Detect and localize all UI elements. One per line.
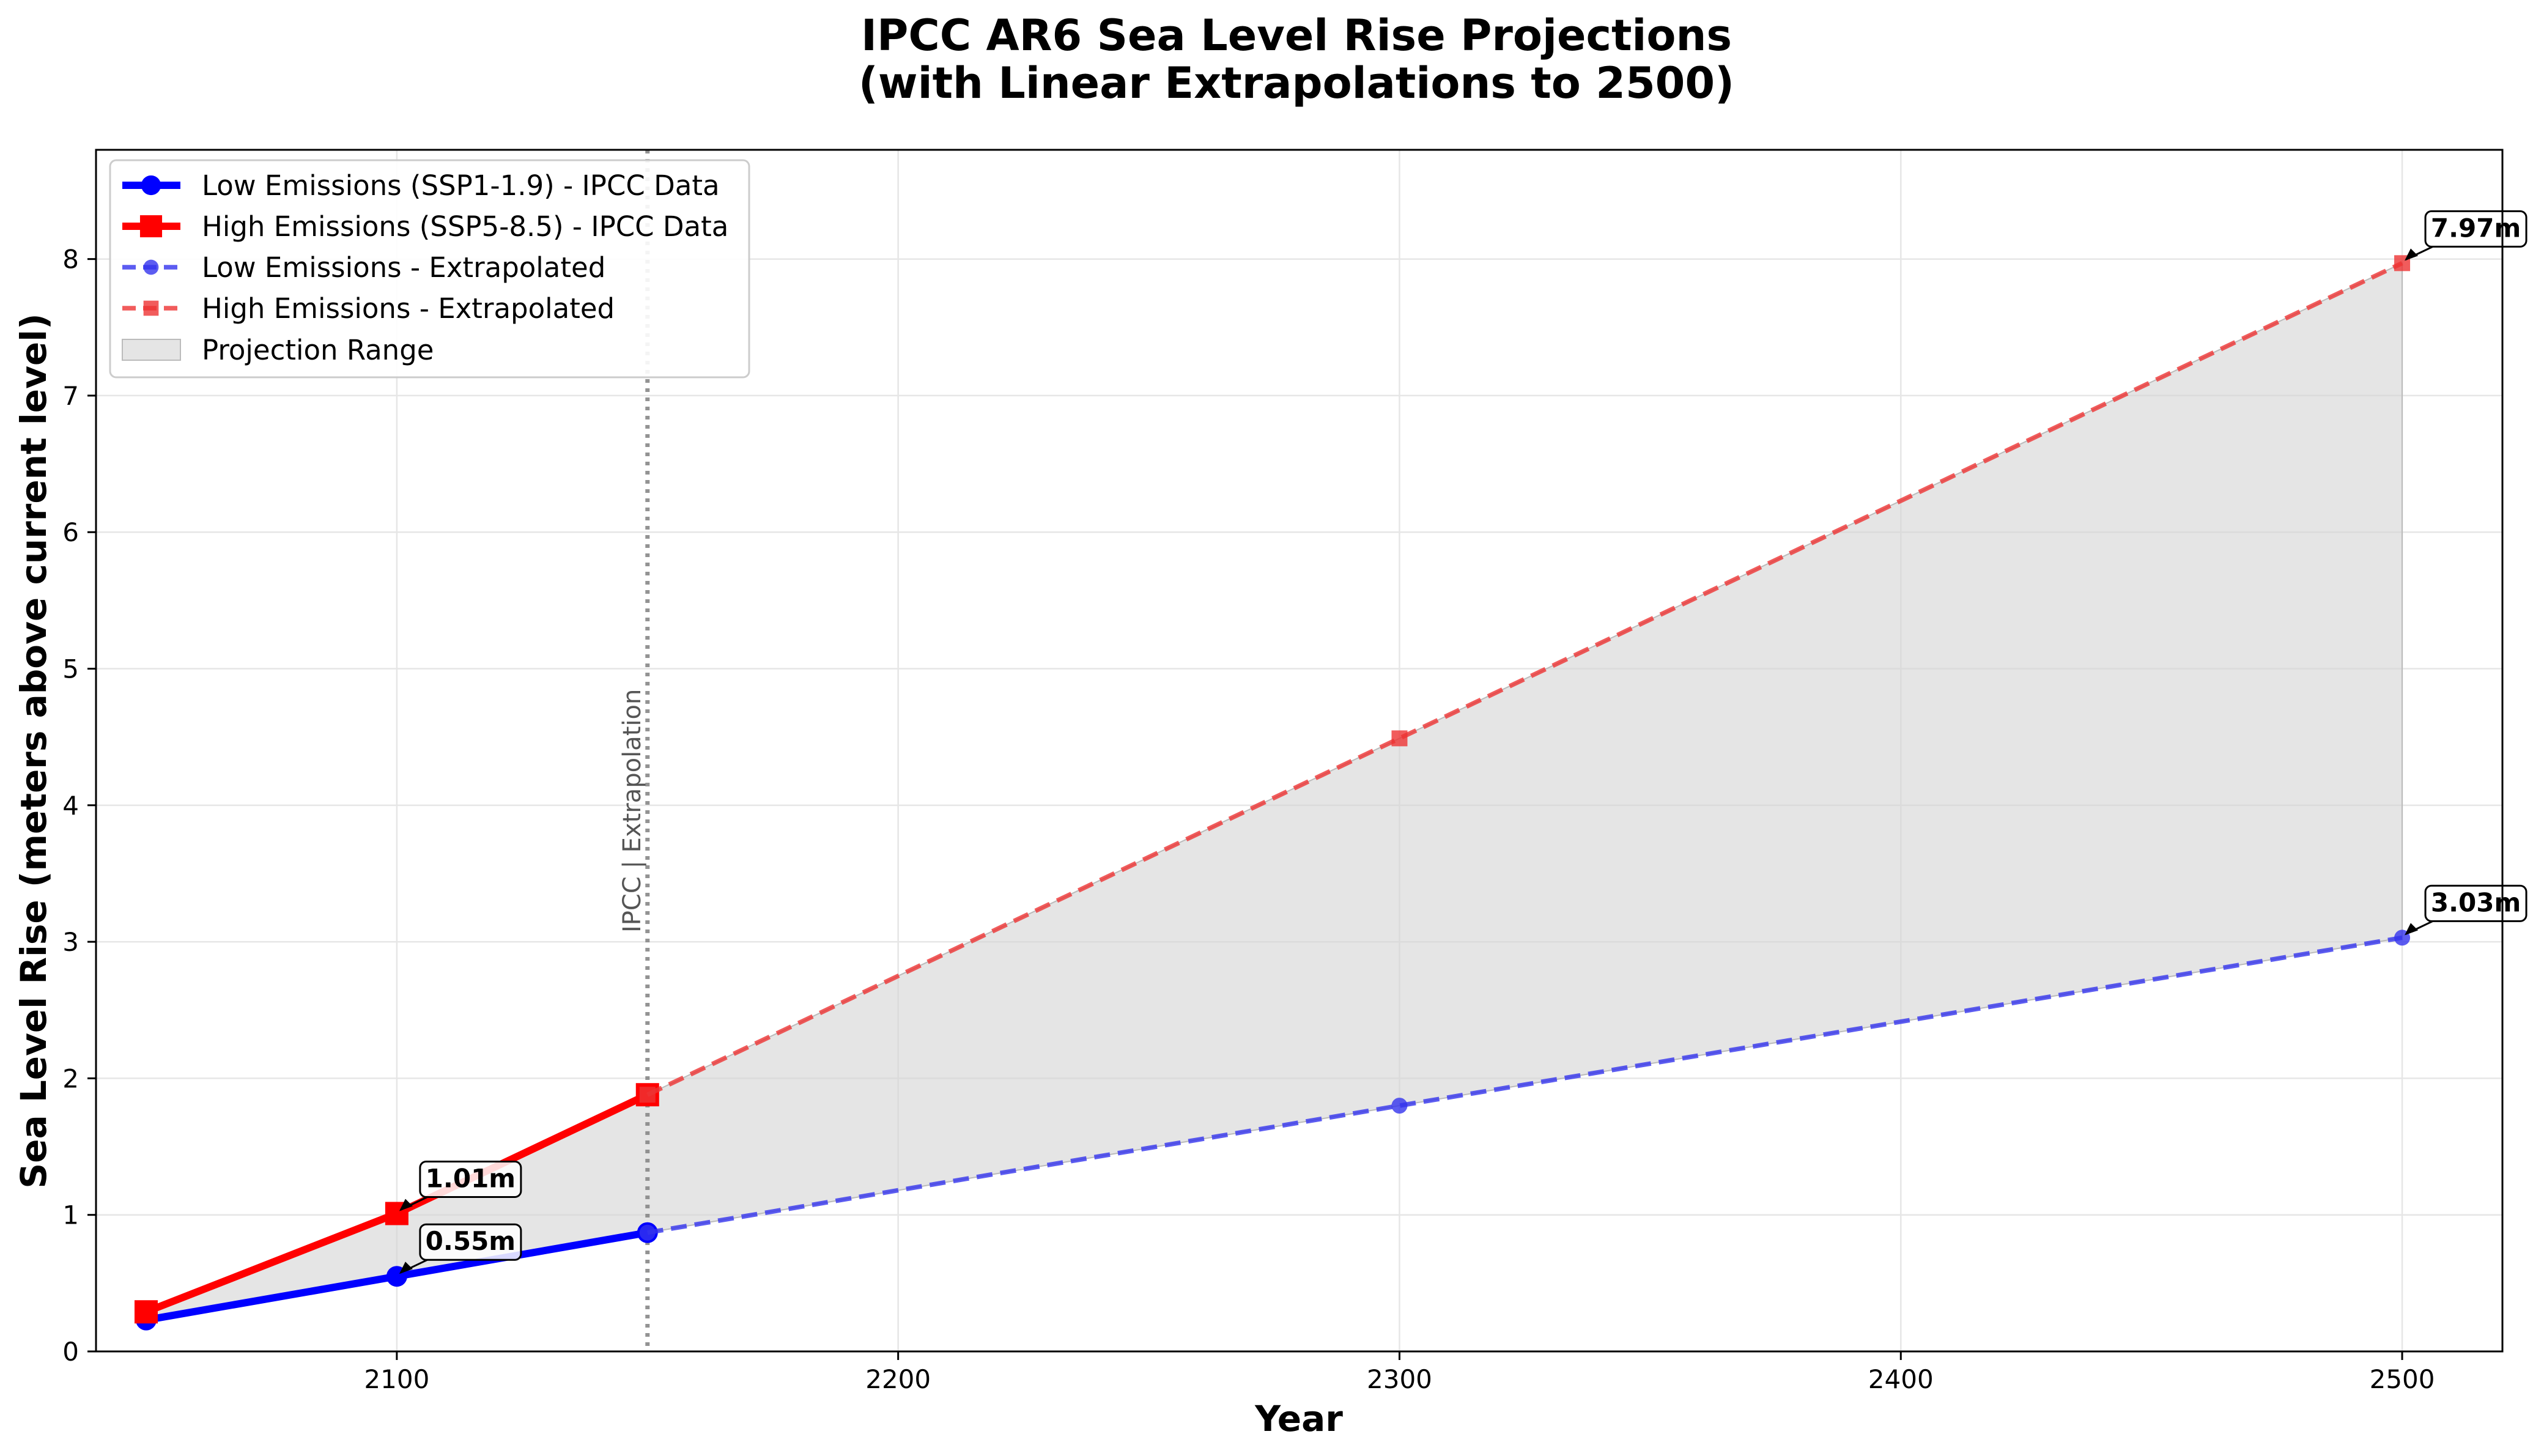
annotation-arrowhead — [399, 1262, 413, 1274]
x-tick-label: 2500 — [2370, 1364, 2435, 1394]
chart-title-line-2: (with Linear Extrapolations to 2500) — [859, 58, 1734, 108]
x-axis-label: Year — [1254, 1398, 1343, 1439]
y-tick-label: 4 — [62, 791, 79, 821]
legend-swatch-marker — [143, 300, 159, 316]
data-point — [639, 1224, 656, 1241]
series-3 — [639, 929, 2411, 1241]
annotation-arrowhead — [2405, 248, 2419, 261]
series-4 — [639, 255, 2411, 1103]
value-annotation: 1.01m — [399, 1160, 522, 1211]
legend-label: Low Emissions (SSP1-1.9) - IPCC Data — [202, 169, 720, 202]
legend-entry-4: High Emissions - Extrapolated — [122, 292, 615, 325]
ticks-layer: 2100 2200 2300 2400 2500 0 1 2 3 4 5 6 7 8 — [62, 245, 2435, 1394]
value-annotation: 3.03m — [2405, 884, 2527, 936]
x-tick-label: 2300 — [1367, 1364, 1432, 1394]
plot-frame — [95, 149, 2504, 1353]
annotation-box — [419, 1160, 522, 1198]
divider-label: IPCC | Extrapolation — [618, 689, 646, 933]
legend: Low Emissions (SSP1-1.9) - IPCC Data High… — [109, 159, 750, 379]
data-point — [1391, 1098, 1408, 1114]
chart-title-line-1: IPCC AR6 Sea Level Rise Projections — [861, 10, 1732, 61]
annotation-label: 1.01m — [426, 1163, 516, 1193]
annotation-box — [419, 1223, 522, 1261]
y-tick-label: 7 — [62, 381, 79, 411]
series-line — [646, 261, 2403, 1097]
legend-entry-range: Projection Range — [122, 334, 434, 366]
series-layer — [134, 255, 2411, 1331]
legend-frame — [109, 159, 750, 379]
y-axis-label: Sea Level Rise (meters above current lev… — [13, 313, 54, 1188]
legend-label: Low Emissions - Extrapolated — [202, 251, 605, 284]
legend-swatch-marker — [143, 259, 159, 275]
y-tick-label: 6 — [62, 517, 79, 547]
legend-swatch-area — [122, 339, 181, 361]
y-tick-label: 2 — [62, 1063, 79, 1093]
value-annotation: 7.97m — [2405, 210, 2527, 261]
y-tick-label: 3 — [62, 927, 79, 957]
y-tick-label: 0 — [62, 1337, 79, 1367]
legend-entry-2: High Emissions (SSP5-8.5) - IPCC Data — [122, 210, 728, 243]
series-line — [647, 935, 2403, 1235]
legend-label: Projection Range — [202, 334, 434, 366]
annotation-label: 3.03m — [2431, 887, 2521, 917]
legend-swatch-marker — [141, 175, 161, 196]
legend-entry-1: Low Emissions (SSP1-1.9) - IPCC Data — [122, 169, 720, 202]
annotation-box — [2424, 884, 2527, 922]
y-tick-label: 5 — [62, 654, 79, 684]
annotation-label: 0.55m — [426, 1226, 516, 1256]
data-point — [134, 1300, 158, 1324]
y-tick-label: 8 — [62, 245, 79, 275]
legend-label: High Emissions - Extrapolated — [202, 292, 615, 325]
data-point — [1391, 730, 1408, 747]
annotation-layer: 1.01m 0.55m 7.97m 3.03m — [399, 210, 2527, 1274]
legend-label: High Emissions (SSP5-8.5) - IPCC Data — [202, 210, 728, 243]
annotation-arrowhead — [399, 1199, 413, 1211]
data-point — [639, 1087, 656, 1103]
value-annotation: 0.55m — [399, 1223, 522, 1274]
divider-layer: IPCC | Extrapolation — [618, 150, 650, 1351]
annotation-box — [2424, 210, 2527, 248]
legend-swatch-marker — [139, 215, 163, 238]
x-tick-label: 2400 — [1868, 1364, 1934, 1394]
x-tick-label: 2200 — [865, 1364, 931, 1394]
annotation-arrowhead — [2405, 923, 2419, 936]
legend-entry-3: Low Emissions - Extrapolated — [122, 251, 605, 284]
y-tick-label: 1 — [62, 1200, 79, 1230]
x-tick-label: 2100 — [364, 1364, 429, 1394]
annotation-label: 7.97m — [2431, 213, 2521, 243]
